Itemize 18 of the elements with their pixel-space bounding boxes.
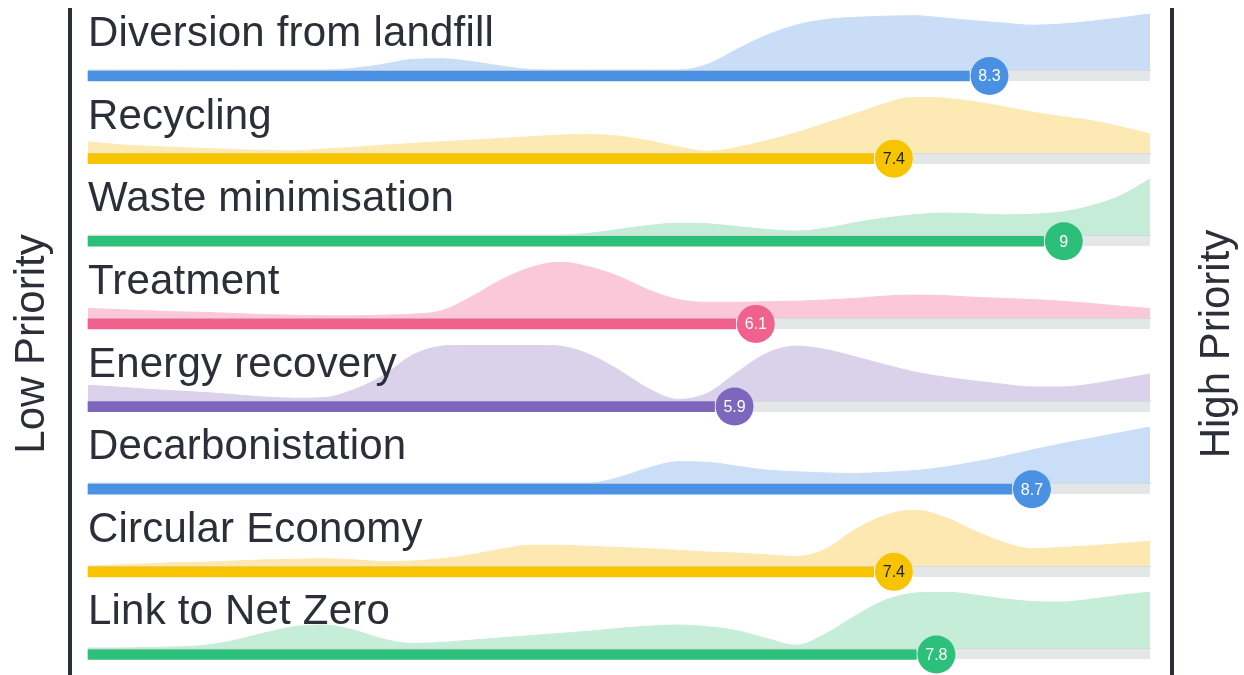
y-tick-label: Recycling	[88, 90, 272, 138]
y-tick-label: Waste minimisation	[88, 173, 455, 221]
data-label: 7.4	[882, 150, 906, 168]
data-label: 9	[1059, 232, 1069, 250]
text: Low Priority	[6, 234, 53, 454]
y-tick-label: Energy recovery	[88, 338, 397, 386]
data-label: 7.4	[882, 563, 906, 581]
data-label: 8.7	[1020, 480, 1044, 498]
y-tick-label: Circular Economy	[88, 503, 423, 551]
data-label: 6.1	[744, 315, 768, 333]
data-label: 8.3	[978, 67, 1001, 85]
data-label: 7.8	[925, 645, 948, 663]
y-tick-label: Decarbonistation	[88, 421, 407, 469]
y-tick-label: Treatment	[88, 255, 280, 303]
y-tick-label: Link to Net Zero	[88, 586, 390, 634]
y-tick-label: Diversion from landfill	[88, 8, 495, 55]
text: High Priority	[1191, 229, 1238, 459]
data-label: 5.9	[723, 397, 746, 415]
